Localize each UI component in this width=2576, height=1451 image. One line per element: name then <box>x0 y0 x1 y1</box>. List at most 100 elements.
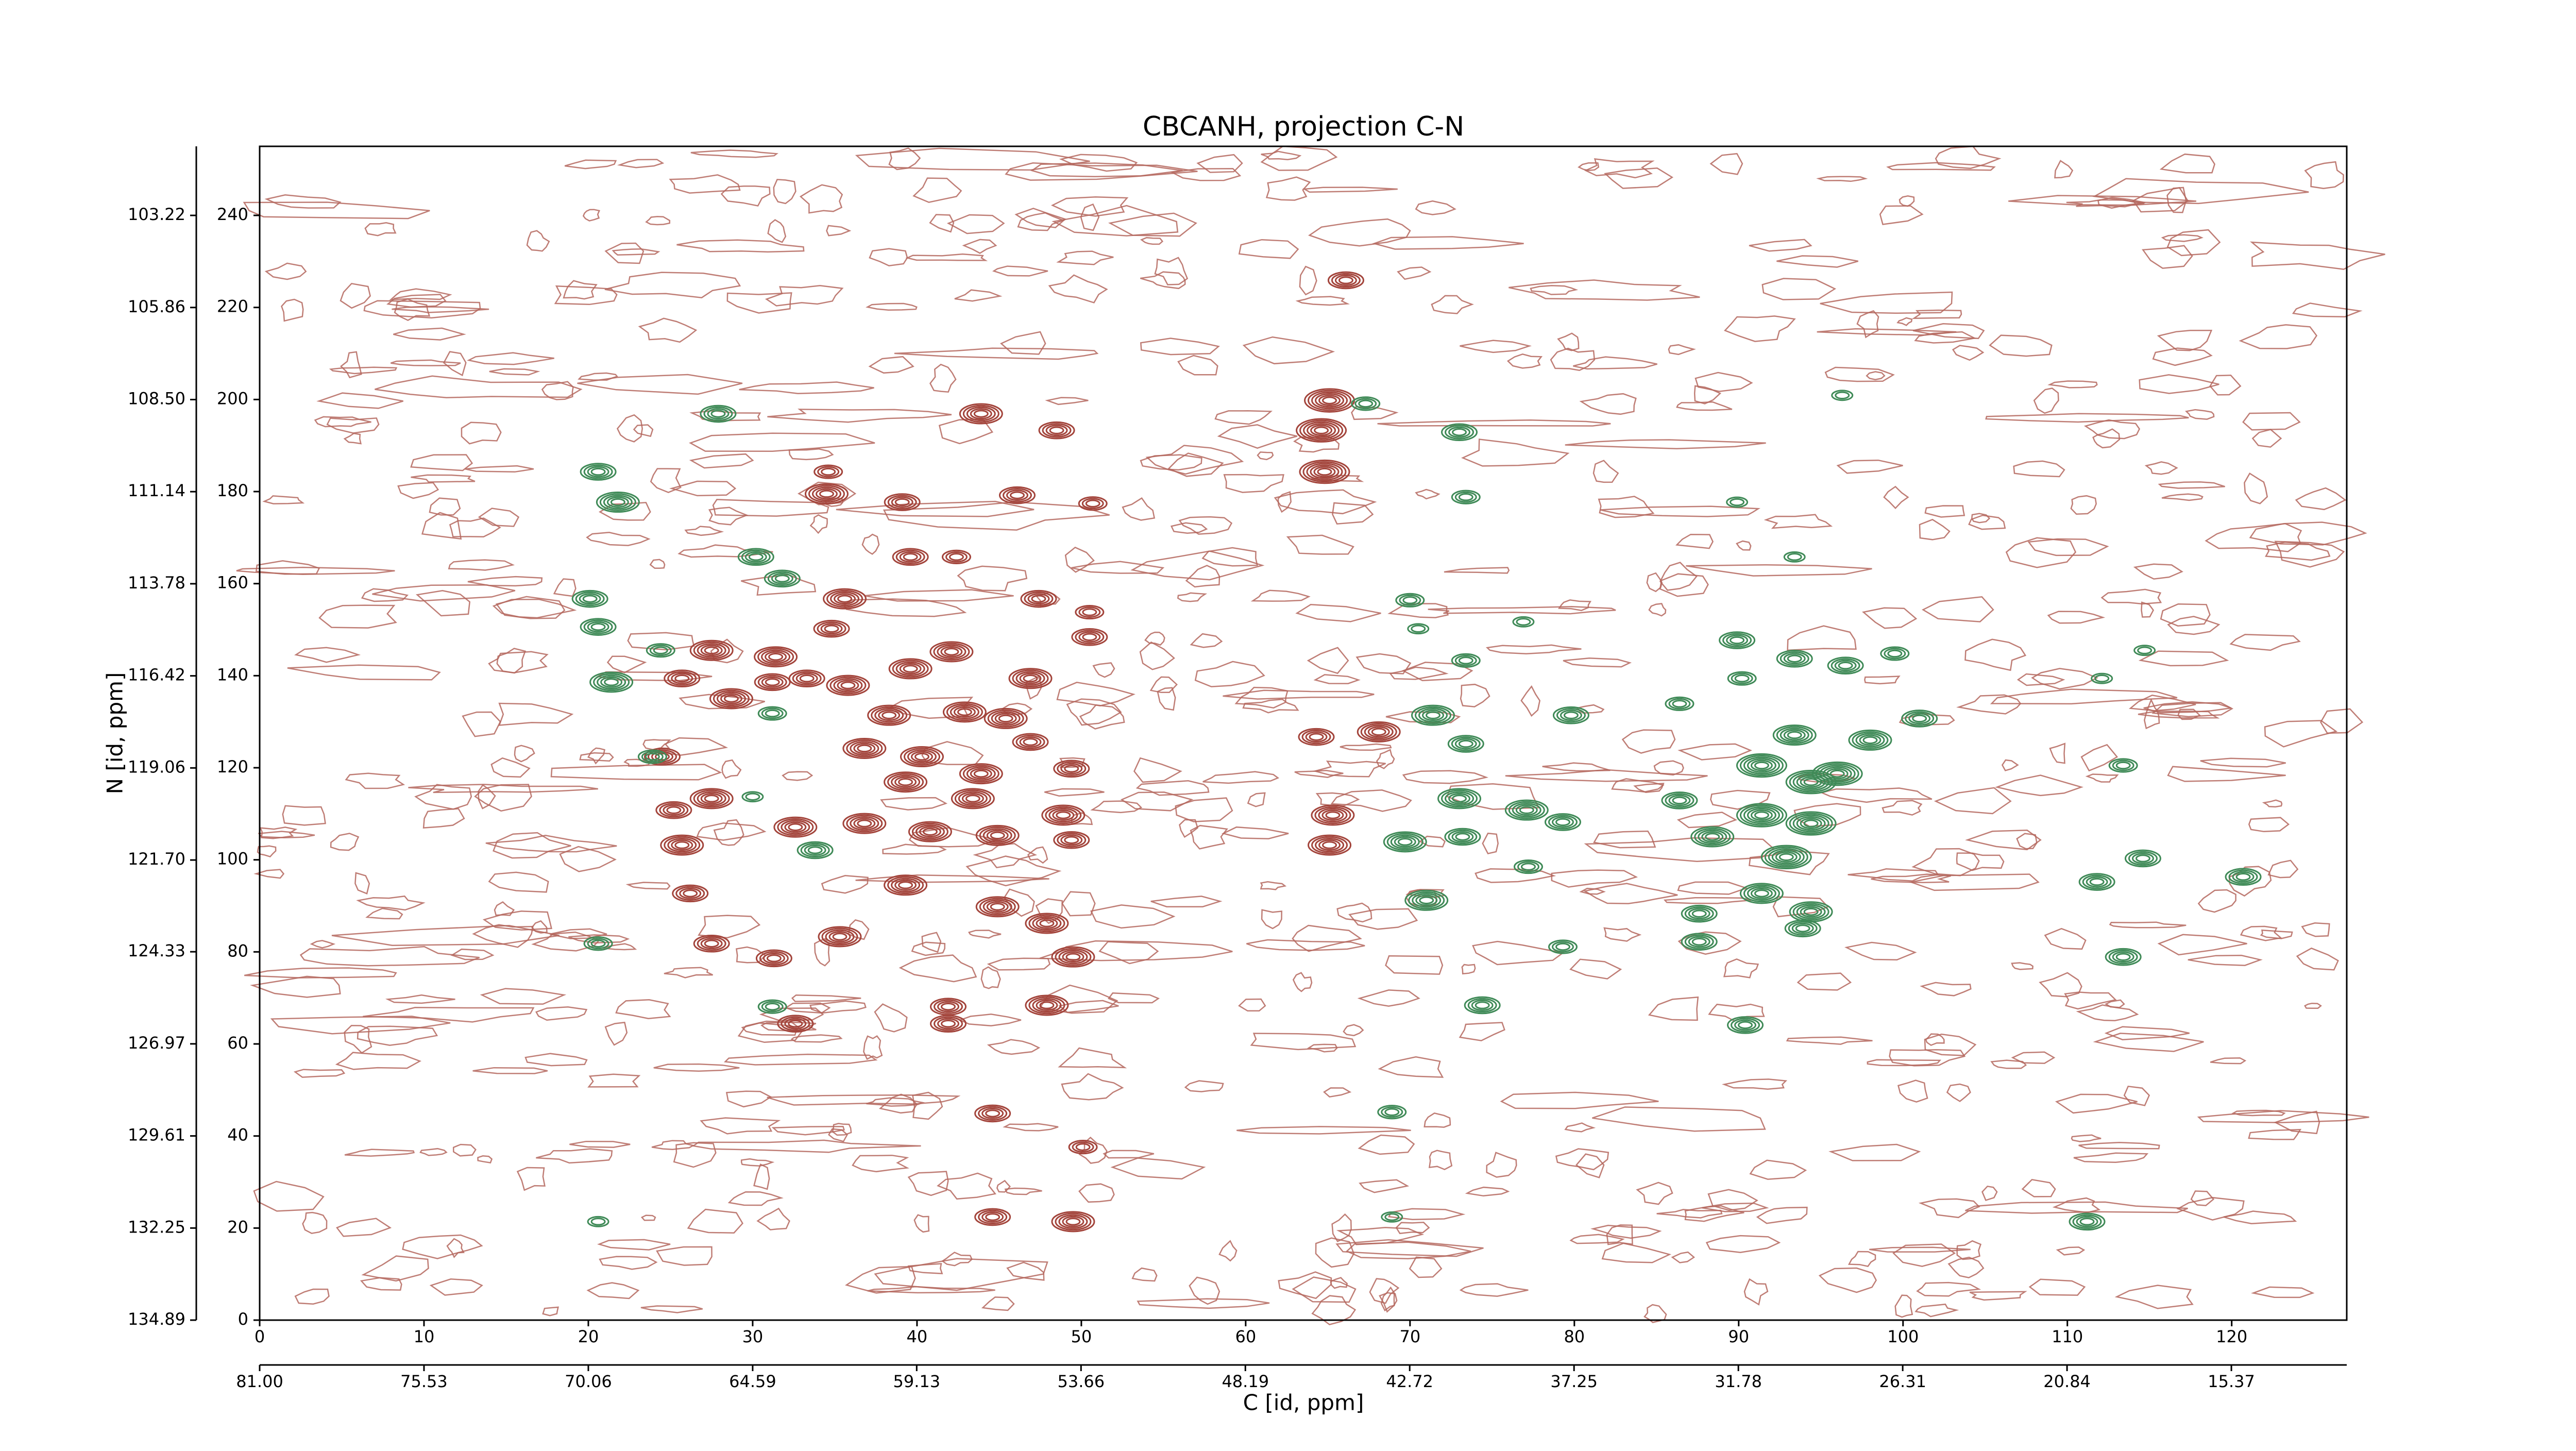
noise-contour <box>684 526 724 536</box>
peak <box>1848 729 1892 751</box>
contour-ring <box>1838 661 1853 670</box>
noise-contour <box>713 819 744 846</box>
noise-contour <box>1330 789 1412 812</box>
noise-contour <box>1557 332 1580 351</box>
noise-contour <box>1592 1106 1766 1132</box>
noise-contour <box>2166 229 2221 257</box>
noise-contour <box>1056 682 1136 706</box>
noise-contour <box>1772 896 1829 918</box>
noise-contour <box>689 453 754 469</box>
contour-ring <box>2135 854 2150 863</box>
peak <box>1831 390 1854 401</box>
contour-ring <box>1082 608 1097 616</box>
noise-contour <box>1693 385 1722 404</box>
noise-contour <box>2265 541 2331 561</box>
noise-contour <box>1380 1286 1395 1312</box>
contour-ring <box>689 639 734 661</box>
noise-contour <box>1260 881 1287 890</box>
noise-contour <box>814 938 831 967</box>
contour-ring <box>1058 1214 1088 1229</box>
contour-ring <box>1772 724 1817 746</box>
contour-ring <box>589 671 634 693</box>
peak <box>1827 656 1864 674</box>
contour-ring <box>1743 756 1780 774</box>
peak <box>1299 459 1350 484</box>
peak <box>1451 490 1481 504</box>
contour-ring <box>1057 761 1087 776</box>
peak <box>2133 645 2156 656</box>
x2-tick-label: 31.78 <box>1715 1372 1762 1391</box>
x2-tick-label: 64.59 <box>729 1372 776 1391</box>
contour-ring <box>1045 425 1068 436</box>
contour-ring <box>1780 651 1809 666</box>
contour-ring <box>720 693 742 704</box>
contour-ring <box>1032 916 1062 931</box>
peak <box>2078 873 2115 891</box>
peak <box>1296 418 1347 443</box>
contour-ring <box>985 1109 1001 1118</box>
contour-ring <box>1412 893 1442 908</box>
contour-ring <box>974 1208 1011 1226</box>
noise-contour <box>1157 687 1176 711</box>
contour-ring <box>1072 1141 1094 1153</box>
noise-contour <box>1108 212 1197 237</box>
contour-ring <box>1788 921 1818 936</box>
contour-ring <box>820 623 843 635</box>
contour-ring <box>667 671 697 686</box>
peak <box>1504 799 1549 821</box>
noise-contour <box>568 934 630 944</box>
contour-ring <box>987 710 1024 728</box>
noise-contour <box>1144 631 1165 646</box>
noise-contour <box>604 242 645 264</box>
noise-contour <box>1461 964 1476 975</box>
contour-ring <box>583 936 613 951</box>
contour-ring <box>1307 423 1336 438</box>
peak <box>1681 933 1718 951</box>
noise-contour <box>1935 145 2002 169</box>
noise-contour <box>1856 310 1879 339</box>
y2-tick-label: 124.33 <box>128 941 185 960</box>
contour-ring <box>590 939 606 948</box>
noise-contour <box>633 424 654 437</box>
noise-contour <box>1509 279 1700 301</box>
noise-contour <box>908 827 999 848</box>
x-tick-label: 40 <box>907 1327 928 1346</box>
noise-contour <box>739 381 874 395</box>
contour-ring <box>933 643 970 661</box>
contour-ring <box>2124 849 2161 868</box>
contour-ring <box>1811 761 1863 786</box>
noise-contour <box>1358 1134 1415 1155</box>
contour-ring <box>1397 838 1413 846</box>
contour-ring <box>1859 734 1882 746</box>
contour-ring <box>1754 889 1769 898</box>
noise-contour <box>2152 347 2213 366</box>
noise-contour <box>2274 1110 2320 1135</box>
noise-contour <box>1131 1267 1158 1282</box>
noise-contour <box>1423 1112 1451 1128</box>
noise-contour <box>2190 1190 2215 1206</box>
contour-ring <box>953 706 976 718</box>
contour-ring <box>1454 491 1477 503</box>
noise-contour <box>1520 685 1541 717</box>
peak <box>1381 1211 1403 1223</box>
noise-contour <box>1914 1303 1959 1318</box>
peak <box>1075 604 1105 620</box>
noise-contour <box>907 1171 949 1196</box>
contour-ring <box>704 795 719 803</box>
contour-ring <box>1471 1000 1494 1011</box>
noise-contour <box>564 159 617 170</box>
peak <box>867 704 911 726</box>
contour-ring <box>1672 796 1687 805</box>
contour-ring <box>606 496 629 508</box>
noise-contour <box>294 647 361 663</box>
noise-contour <box>1242 336 1335 365</box>
contour-ring <box>871 706 908 724</box>
noise-contour <box>771 1125 845 1136</box>
noise-contour <box>514 745 535 763</box>
noise-contour <box>250 975 341 998</box>
contour-ring <box>1027 593 1050 605</box>
noise-contour <box>2055 1093 2138 1114</box>
noise-contour <box>326 417 380 434</box>
noise-contour <box>1377 419 1611 427</box>
contour-ring <box>1668 795 1691 806</box>
